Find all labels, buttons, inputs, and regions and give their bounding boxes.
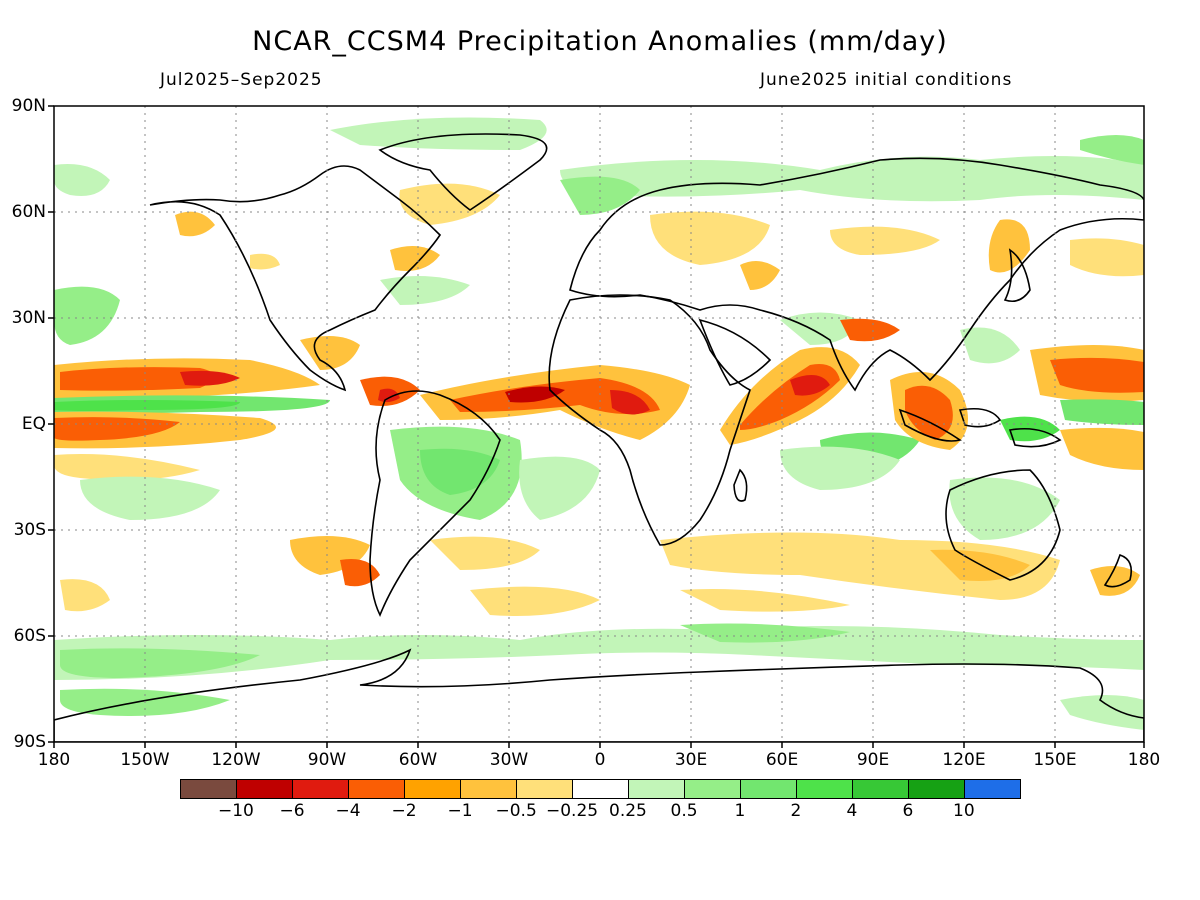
- colorbar-swatch: [348, 779, 405, 799]
- initial-conditions: June2025 initial conditions: [760, 70, 1013, 90]
- anomaly-fields: [54, 117, 1144, 730]
- lat-label-90s: 90S: [13, 732, 46, 752]
- lon-label-120w: 120W: [211, 750, 261, 770]
- grid-lines: [54, 106, 1144, 742]
- colorbar-label: −4: [335, 801, 361, 821]
- lon-label-30w: 30W: [489, 750, 529, 770]
- colorbar-swatch: [796, 779, 853, 799]
- lat-label-60s: 60S: [13, 626, 46, 646]
- map-title: NCAR_CCSM4 Precipitation Anomalies (mm/d…: [252, 26, 948, 57]
- colorbar-swatch: [180, 779, 237, 799]
- lon-label-150e: 150E: [1033, 750, 1077, 770]
- colorbar-label: 6: [902, 801, 914, 821]
- lat-label-90n: 90N: [11, 96, 46, 116]
- colorbar-label: 4: [846, 801, 858, 821]
- lon-label-90w: 90W: [307, 750, 347, 770]
- lat-label-30s: 30S: [13, 520, 46, 540]
- colorbar-swatch: [740, 779, 797, 799]
- colorbar-swatch: [572, 779, 629, 799]
- colorbar-swatch: [404, 779, 461, 799]
- lon-label-180w: 180: [37, 750, 71, 770]
- lat-label-60n: 60N: [11, 202, 46, 222]
- colorbar-swatch: [516, 779, 573, 799]
- coastlines: [54, 133, 1144, 742]
- forecast-period: Jul2025–Sep2025: [160, 70, 323, 90]
- colorbar: [180, 779, 1021, 799]
- lat-label-eq: EQ: [21, 414, 46, 434]
- colorbar-label: 10: [953, 801, 975, 821]
- colorbar-swatch: [964, 779, 1021, 799]
- colorbar-swatch: [684, 779, 741, 799]
- colorbar-swatch: [236, 779, 293, 799]
- colorbar-swatch: [292, 779, 349, 799]
- colorbar-label: 0.25: [609, 801, 647, 821]
- lon-label-120e: 120E: [942, 750, 986, 770]
- lon-label-0: 0: [594, 750, 606, 770]
- colorbar-label: −0.5: [495, 801, 537, 821]
- lon-label-180e: 180: [1127, 750, 1161, 770]
- colorbar-label: −0.25: [546, 801, 599, 821]
- lon-label-150w: 150W: [120, 750, 170, 770]
- colorbar-swatch: [460, 779, 517, 799]
- colorbar-label: −6: [279, 801, 305, 821]
- colorbar-label: −10: [218, 801, 254, 821]
- colorbar-label: 1: [734, 801, 746, 821]
- lon-label-60e: 60E: [765, 750, 799, 770]
- colorbar-label: −1: [447, 801, 473, 821]
- lon-label-30e: 30E: [674, 750, 708, 770]
- colorbar-label: 2: [790, 801, 802, 821]
- colorbar-swatch: [628, 779, 685, 799]
- axis-ticks: [48, 105, 1145, 748]
- lat-label-30n: 30N: [11, 308, 46, 328]
- colorbar-swatch: [908, 779, 965, 799]
- colorbar-swatch: [852, 779, 909, 799]
- colorbar-label: 0.5: [670, 801, 698, 821]
- lon-label-90e: 90E: [856, 750, 890, 770]
- colorbar-label: −2: [391, 801, 417, 821]
- lon-label-60w: 60W: [398, 750, 438, 770]
